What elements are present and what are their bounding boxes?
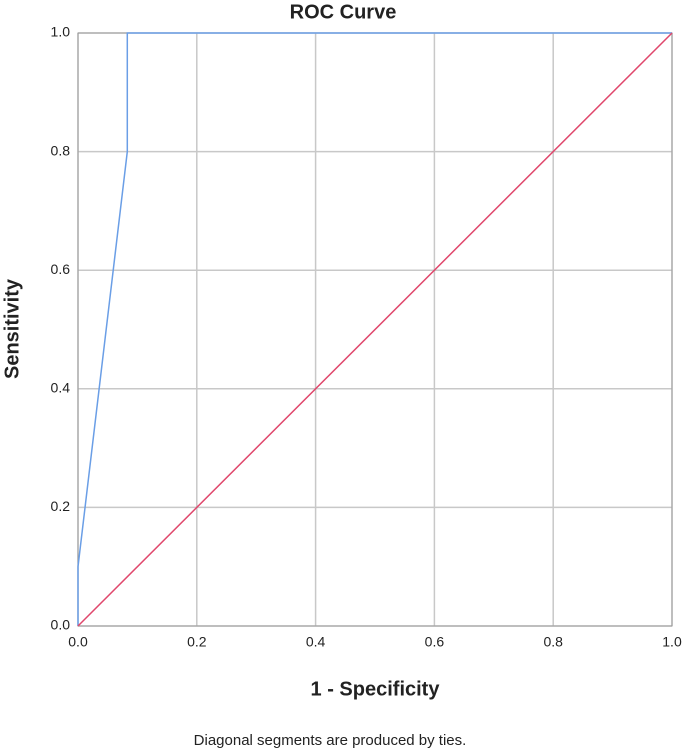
y-tick-label: 0.0	[51, 617, 71, 633]
footnote: Diagonal segments are produced by ties.	[194, 732, 467, 749]
roc-line	[77, 32, 672, 626]
y-tick-label: 0.6	[51, 261, 71, 277]
y-axis-label: Sensitivity	[1, 278, 23, 379]
y-tick-label: 0.8	[51, 142, 71, 158]
y-tick-label: 1.0	[51, 24, 71, 40]
y-tick-label: 0.4	[51, 380, 71, 396]
chart-title: ROC Curve	[290, 1, 397, 23]
x-tick-label: 0.4	[306, 634, 326, 650]
roc-line	[77, 32, 673, 627]
x-tick-label: 0.2	[187, 634, 207, 650]
x-tick-label: 0.0	[68, 634, 88, 650]
y-tick-label: 0.2	[51, 498, 71, 514]
x-tick-label: 0.8	[543, 634, 563, 650]
x-tick-label: 0.6	[425, 634, 445, 650]
x-tick-label: 1.0	[662, 634, 682, 650]
x-axis-label: 1 - Specificity	[311, 678, 441, 700]
